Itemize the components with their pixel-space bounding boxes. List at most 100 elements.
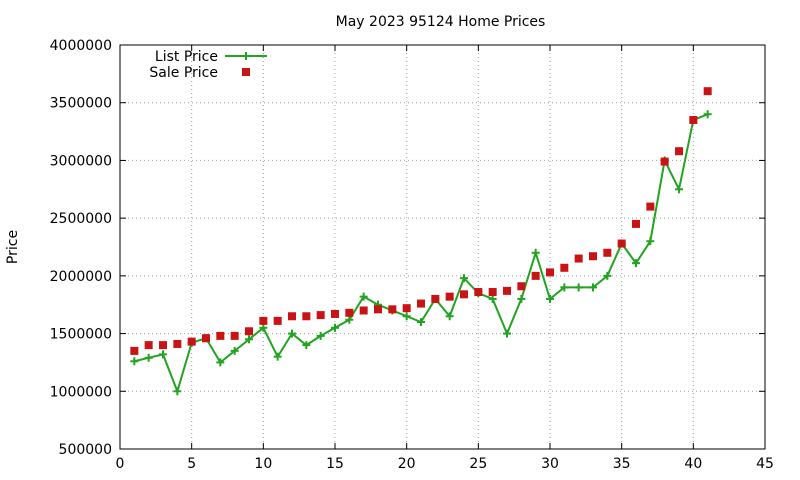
list-price-point (488, 294, 497, 303)
y-tick-label: 4000000 (50, 38, 112, 54)
list-price-point (359, 292, 368, 301)
sale-price-point (316, 311, 325, 320)
list-price-point (445, 312, 454, 321)
x-tick-label: 25 (469, 456, 487, 472)
list-price-point (560, 283, 569, 292)
x-tick-label: 20 (398, 456, 416, 472)
y-tick-label: 1500000 (50, 327, 112, 343)
y-tick-label: 2500000 (50, 211, 112, 227)
sale-price-point (546, 268, 554, 277)
x-tick-label: 10 (254, 456, 272, 472)
list-price-point (245, 335, 253, 344)
sale-price-point (488, 288, 497, 297)
sale-price-point (331, 309, 339, 318)
sale-price-point (159, 341, 167, 350)
y-tick-label: 2000000 (50, 269, 112, 285)
sale-price-point (216, 331, 225, 340)
sale-price-point (445, 292, 454, 301)
y-tick-label: 3000000 (50, 153, 112, 169)
list-price-point (632, 259, 640, 268)
x-tick-label: 30 (541, 456, 559, 472)
list-price-point (402, 312, 411, 321)
y-axis-label: Price (5, 230, 21, 264)
sale-price-point (273, 316, 282, 325)
series-sale-price (130, 87, 712, 355)
sale-price-point (359, 306, 368, 315)
legend-plus-swatch (242, 52, 250, 60)
list-price-point (589, 283, 597, 292)
list-price-point (417, 318, 425, 327)
sale-price-point (617, 239, 626, 248)
list-price-point (345, 315, 354, 324)
x-tick-label: 35 (613, 456, 631, 472)
list-price-point (703, 110, 712, 119)
list-price-point (546, 294, 554, 303)
sale-price-point (374, 305, 382, 314)
list-price-point (273, 352, 282, 361)
list-price-point (230, 346, 239, 355)
legend-square-swatch (242, 68, 250, 76)
sale-price-point (259, 316, 268, 325)
sale-price-point (431, 294, 440, 303)
series (130, 87, 712, 396)
x-tick-label: 15 (326, 456, 344, 472)
y-tick-label: 3500000 (50, 96, 112, 112)
sale-price-point (632, 219, 640, 228)
sale-price-point (689, 116, 698, 125)
sale-price-point (531, 271, 540, 280)
legend-entry: List Price (155, 49, 267, 65)
grid (120, 45, 765, 449)
list-price-point (331, 323, 339, 332)
sale-price-point (517, 282, 526, 291)
sale-price-point (288, 312, 296, 321)
list-price-point (460, 274, 468, 283)
plot-frame (119, 44, 766, 450)
sale-price-point (560, 263, 569, 272)
sale-price-point (474, 288, 483, 297)
axis-ticks: 0 5 10 15 20 25 30 35 40 45 500000 1000000 1500000 20… (50, 38, 774, 472)
list-price-point (159, 350, 167, 359)
y-tick-label: 1000000 (50, 384, 112, 400)
sale-price-point (245, 327, 253, 336)
legend-label: Sale Price (149, 65, 218, 81)
legend-label: List Price (155, 49, 218, 65)
list-price-point (503, 329, 511, 338)
sale-price-point (646, 202, 655, 211)
list-price-point (675, 185, 683, 194)
sale-price-point (460, 290, 468, 299)
legend-entry: Sale Price (149, 65, 250, 81)
x-tick-label: 45 (756, 456, 774, 472)
y-tick-label: 500000 (59, 442, 112, 458)
sale-price-point (173, 339, 182, 348)
sale-price-point (402, 304, 411, 313)
list-price-point (288, 329, 296, 338)
list-price-point (144, 353, 153, 362)
list-price-point (216, 358, 225, 367)
list-price-point (646, 237, 655, 246)
sale-price-point (144, 341, 153, 350)
sale-price-point (202, 334, 210, 343)
list-price-point (603, 271, 612, 280)
sale-price-point (703, 87, 712, 96)
sale-price-point (603, 248, 612, 257)
sale-price-point (187, 337, 196, 346)
sale-price-point (503, 286, 511, 295)
series-list-price (130, 110, 712, 396)
chart-title: May 2023 95124 Home Prices (336, 14, 546, 30)
list-price-point (173, 387, 182, 396)
list-price-point (259, 323, 268, 332)
list-price-point (574, 283, 583, 292)
list-price-point (316, 331, 325, 340)
sale-price-point (302, 312, 311, 321)
list-price-point (531, 248, 540, 257)
sale-price-point (230, 331, 239, 340)
sale-price-point (660, 157, 669, 166)
sale-price-point (388, 305, 397, 314)
sale-price-point (574, 254, 583, 263)
sale-price-point (675, 147, 683, 156)
sale-price-point (589, 252, 597, 261)
sale-price-point (130, 346, 139, 355)
sale-price-point (417, 299, 425, 308)
